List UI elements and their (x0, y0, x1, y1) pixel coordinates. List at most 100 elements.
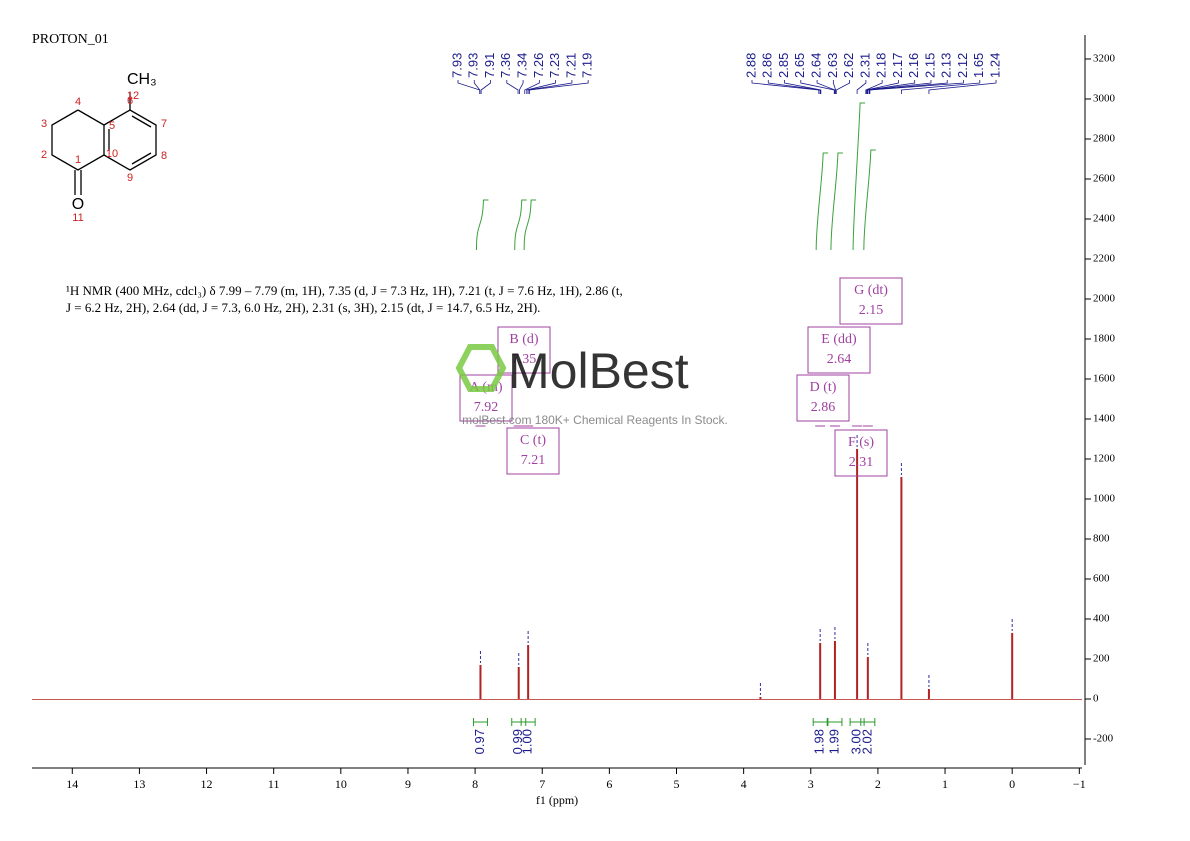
peak-label-connector (480, 80, 491, 94)
methyl-label: CH₃ (127, 71, 157, 88)
multiplet-box (807, 326, 871, 374)
multiplet-label: G (dt) (854, 283, 888, 298)
atom-number: 4 (75, 96, 81, 108)
y-tick-label: 3000 (1093, 93, 1116, 105)
peak-label: 2.62 (841, 53, 856, 78)
peak-label-connector (868, 80, 948, 94)
peak-label: 2.86 (760, 53, 775, 78)
multiplet-label: C (t) (520, 433, 546, 448)
integral-curve (475, 199, 489, 251)
peak-label-connector (473, 80, 481, 94)
multiplet-box (459, 374, 513, 422)
structure (51, 92, 157, 195)
multiplet-shift: 7.35 (512, 352, 537, 367)
y-tick-label: 1800 (1093, 333, 1116, 345)
atom-number: 12 (127, 90, 139, 102)
multiplet-shift: 2.15 (859, 303, 884, 318)
atom-number: 1 (75, 154, 81, 166)
x-tick-label: 0 (1009, 777, 1015, 791)
y-tick-label: 1000 (1093, 493, 1116, 505)
peak-label-connector (529, 80, 589, 94)
peak-label: 1.65 (971, 53, 986, 78)
nmr-description: ¹H NMR (400 MHz, cdcl₃) δ 7.99 – 7.79 (m… (66, 283, 623, 315)
integral-curve (523, 199, 537, 251)
watermark-tagline: molBest.com 180K+ Chemical Reagents In S… (462, 413, 728, 427)
x-tick-label: −1 (1073, 777, 1086, 791)
atom-number: 8 (161, 150, 167, 162)
integral-label: 1.99 (826, 729, 841, 754)
watermark-logo (455, 344, 507, 392)
x-tick-label: 1 (942, 777, 948, 791)
bond (131, 115, 152, 128)
peak-label: 7.93 (449, 53, 464, 78)
peak-label: 2.31 (857, 53, 872, 78)
peak-label-connector (901, 80, 981, 94)
y-tick-label: 1400 (1093, 413, 1116, 425)
peak-label-connector (800, 80, 835, 94)
integral-label: 0.99 (510, 729, 525, 754)
y-tick-label: -200 (1093, 733, 1114, 745)
atom-number: 6 (127, 95, 133, 107)
x-tick-label: 11 (268, 777, 280, 791)
x-tick-label: 13 (133, 777, 145, 791)
y-tick-label: 200 (1093, 653, 1110, 665)
y-tick-label: 2200 (1093, 253, 1116, 265)
peak-label: 7.91 (482, 53, 497, 78)
y-tick-label: 2000 (1093, 293, 1116, 305)
peak-label-connector (866, 80, 899, 94)
peak-label-connector (867, 80, 932, 94)
x-tick-label: 8 (472, 777, 478, 791)
peak-label: 2.63 (825, 53, 840, 78)
multiplet-shift: 2.64 (827, 352, 852, 367)
peak-label-connector (856, 80, 867, 94)
peak-label: 2.18 (874, 53, 889, 78)
bond (131, 152, 152, 165)
peak-label: 2.88 (743, 53, 758, 78)
atom-number: 11 (72, 212, 83, 224)
y-tick-label: 800 (1093, 533, 1110, 545)
x-tick-label: 5 (674, 777, 680, 791)
y-tick-label: 2400 (1093, 213, 1116, 225)
integral-curve (815, 152, 829, 251)
peak-label: 7.93 (466, 53, 481, 78)
atom-number: 7 (161, 118, 167, 130)
peak-label-connector (865, 80, 883, 94)
peak-label: 2.15 (922, 53, 937, 78)
peak-label: 7.21 (563, 53, 578, 78)
watermark-brand: MolBest (508, 343, 689, 399)
integral-curve (830, 152, 843, 251)
peak-label-connector (816, 80, 836, 94)
peak-label: 2.65 (792, 53, 807, 78)
multiplet-box (506, 427, 560, 475)
multiplet-shift: 7.21 (521, 453, 546, 468)
multiplet-box (497, 326, 551, 374)
peak-label: 7.36 (498, 53, 513, 78)
multiplet-box (839, 277, 903, 325)
peak-label-connector (506, 80, 519, 94)
peak-label: 2.85 (776, 53, 791, 78)
peak-label: 1.24 (987, 53, 1002, 78)
multiplet-label: D (t) (810, 380, 837, 395)
y-tick-label: 1200 (1093, 453, 1116, 465)
atom-number: 10 (106, 148, 118, 160)
multiplet-label: B (d) (509, 332, 539, 347)
integral-label: 0.97 (472, 729, 487, 754)
peak-label-connector (527, 80, 573, 94)
atom-number: 9 (127, 172, 133, 184)
watermark: MolBest molBest.com 180K+ Chemical Reagen… (455, 343, 728, 427)
atom-number: 3 (41, 118, 47, 130)
peak-label: 7.23 (547, 53, 562, 78)
peak-label-connector (767, 80, 821, 94)
peak-label: 2.64 (809, 53, 824, 78)
bond (103, 109, 157, 171)
multiplet-label: F (s) (848, 435, 874, 450)
peak-label-connector (869, 80, 964, 94)
peak-label: 2.12 (955, 53, 970, 78)
peak-label: 7.34 (515, 53, 530, 78)
chart-title: PROTON_01 (32, 32, 109, 47)
multiplet-shift: 7.92 (474, 400, 499, 415)
x-axis-label: f1 (ppm) (536, 793, 578, 807)
integral-curve (852, 102, 866, 251)
x-tick-label: 9 (405, 777, 411, 791)
